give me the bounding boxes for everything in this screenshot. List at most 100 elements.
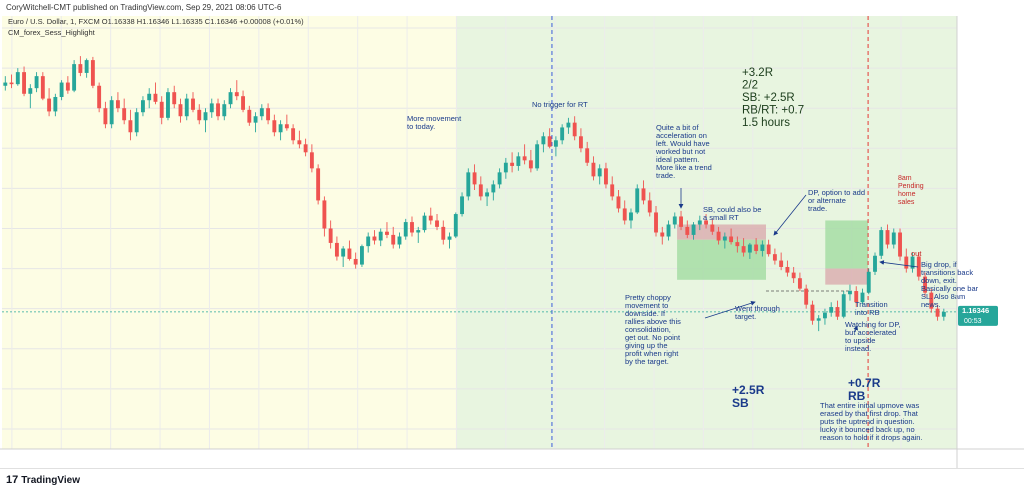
candle [666,220,671,241]
annotation-line: consolidation, [625,325,671,334]
candle-body [635,188,640,213]
annotation-line: No trigger for RT [532,100,588,109]
vertical-markers [2,16,957,449]
candle [209,98,214,118]
candle [941,308,946,321]
annotation-line: SB, could also be [703,205,761,214]
annotation-line: Big drop, if [921,260,958,269]
candle-body [597,168,602,177]
candle [134,108,139,137]
candle [735,236,740,253]
candle-body [153,93,158,102]
candle [916,252,921,281]
candle [422,212,427,233]
candle-body [647,200,652,213]
candle [65,76,70,94]
candle [935,304,940,321]
legend-indicator[interactable]: CM_forex_Sess_Highlight [8,28,96,37]
legend-symbol[interactable]: Euro / U.S. Dollar, 1, FXCM O1.16338 H1.… [8,17,304,26]
annotation-line: Watching for DP, [845,320,900,329]
candle-body [272,120,277,133]
grid-lines [2,16,957,449]
candle-body [772,254,777,261]
tradingview-logo-icon: 17 [6,474,19,486]
candle-body [72,64,77,91]
candle [216,98,220,121]
candle-body [460,196,464,215]
candle-body [416,230,421,233]
candle-body [704,220,709,225]
annotation-line: +3.2R [742,67,773,79]
candle [810,300,815,325]
candle [760,240,765,257]
candle [754,238,759,255]
candle [585,141,590,166]
candle [835,300,840,320]
candle [528,149,533,173]
candle [97,82,102,113]
candle [541,132,546,153]
candle [159,96,164,125]
candle [635,184,640,215]
candle-body [47,98,52,112]
candle-body [747,244,752,253]
annotation-line: 2/2 [742,80,758,92]
candle-body [785,266,790,273]
candles[interactable] [3,56,946,332]
candle-body [654,212,658,233]
candle-body [829,307,834,313]
candle-body [741,246,746,253]
candle-body [923,276,927,293]
candle-body [453,214,458,237]
candle [316,164,321,205]
candle [90,56,95,89]
annotation-line: erased by that first drop. That [820,409,919,418]
candle [791,266,796,284]
candle [641,180,646,205]
candle [572,116,577,141]
candle [28,84,33,109]
candle [72,60,77,93]
candle-body [297,140,302,145]
candle [203,108,208,133]
candle-body [172,92,177,105]
trade-boxes [677,220,869,292]
candle-body [547,136,552,147]
candle [466,168,471,201]
candle-body [410,222,414,233]
candle-body [65,82,70,91]
candle [704,214,709,229]
candle [691,222,696,240]
candle [654,206,658,237]
candle [147,88,152,109]
candle-body [622,208,627,221]
annotation-line: Quite a bit of [656,123,699,132]
annotation-line: trade. [656,171,675,180]
candle [679,210,683,231]
candle [866,268,871,295]
candle-body [879,230,884,256]
axes [0,16,1024,468]
last-price-value: 1.16346 [962,306,989,315]
candle-body [334,242,339,257]
annotation-line: down, exit. [921,276,957,285]
annotation-line: transitions back [921,268,973,277]
candle-body [84,60,89,73]
candle-body [510,162,515,166]
candle [435,214,439,231]
candle-body [353,258,358,265]
candle-body [347,248,352,259]
candle [885,224,890,249]
candle-body [854,291,859,303]
annotation-line: but accelerated [845,328,896,337]
tradingview-logo[interactable]: 17 TradingView [6,474,80,486]
candle [823,308,827,325]
last-price-badge [958,305,998,326]
publish-line: CoryWitchell-CMT published on TradingVie… [6,3,282,12]
candle-body [835,307,840,317]
candle-body [422,215,427,231]
